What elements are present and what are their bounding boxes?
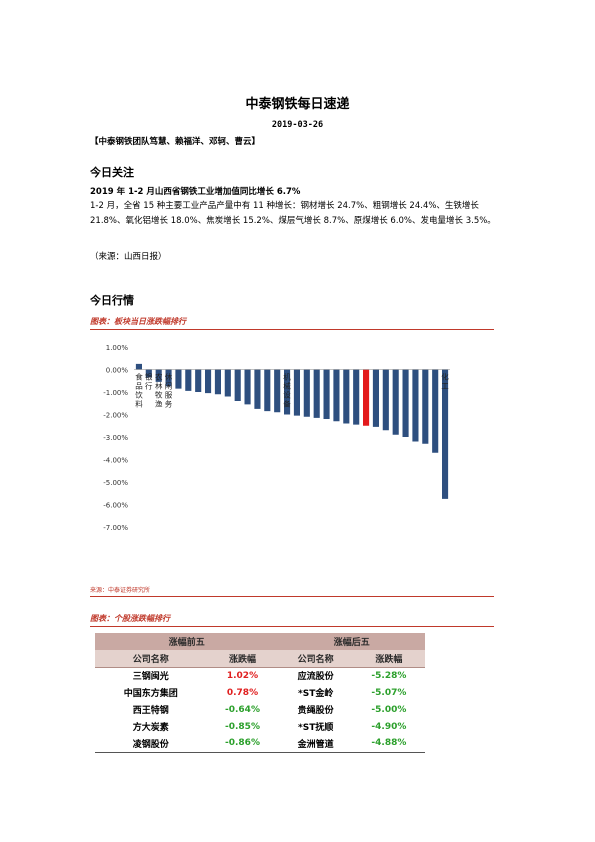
stock-change: -5.00% <box>371 704 407 715</box>
chart-bar <box>333 369 340 422</box>
chart-bar <box>313 369 320 418</box>
report-date: 2019-03-26 <box>271 120 324 130</box>
news-headline: 2019 年 1-2 月山西省钢铁工业增加值同比增长 6.7% <box>90 187 301 197</box>
chart-bar <box>135 363 142 370</box>
news-source: （来源：山西日报） <box>90 252 167 262</box>
figure1-caption: 图表：板块当日涨跌幅排行 <box>90 316 494 330</box>
stock-change: -5.28% <box>371 670 407 681</box>
chart-bar <box>234 369 241 401</box>
stock-name: 应流股份 <box>297 672 334 683</box>
sector-change-chart: 1.00% 0.00% -1.00% -2.00% -3.00% -4.00% -5.00%… <box>103 344 450 532</box>
focus-section-title: 今日关注 <box>90 166 134 179</box>
chart-bar <box>254 369 261 409</box>
table-row: 中国东方集团 0.78% *ST金岭 -5.07% <box>95 684 425 701</box>
y-tick-label: -1.00% <box>103 389 128 397</box>
chart-bar <box>165 369 172 387</box>
table-row: 方大炭素 -0.85% *ST抚顺 -4.90% <box>95 718 425 735</box>
chart-bar <box>323 369 330 419</box>
market-section-title: 今日行情 <box>90 294 134 307</box>
y-tick-label: 1.00% <box>106 344 129 352</box>
chart-bar <box>343 369 350 424</box>
x-category-label: 休闲服务 <box>165 372 173 409</box>
stock-change-table: 涨幅前五 涨幅后五 公司名称 涨跌幅 公司名称 涨跌幅 三钢闽光 1.02% 应流股… <box>95 633 425 753</box>
chart-bar <box>412 369 419 442</box>
stock-change: 1.02% <box>226 670 259 681</box>
stock-name: 三钢闽光 <box>132 672 169 683</box>
chart-bar <box>224 369 231 397</box>
stock-change: -4.88% <box>352 735 425 753</box>
chart-bar <box>422 369 429 444</box>
chart-bar <box>382 369 389 431</box>
chart-bar <box>274 369 281 413</box>
report-title: 中泰钢铁每日速递 <box>245 97 350 112</box>
stock-name: 西王特钢 <box>132 706 169 716</box>
chart-bar <box>145 369 152 378</box>
group-header-bottom: 涨幅后五 <box>278 633 425 650</box>
news-body: 1-2 月，全省 15 种主要工业产品产量中有 11 种增长：钢材增长 24.7… <box>90 201 496 226</box>
team-line: 【中泰钢铁团队笃慧、赖福洋、邓轲、曹云】 <box>90 137 261 147</box>
y-tick-label: -6.00% <box>103 502 128 510</box>
chart-bar <box>432 369 439 453</box>
stock-change: 0.78% <box>226 687 259 698</box>
x-category-label: 食品饮料 <box>135 372 143 409</box>
stock-change: -0.86% <box>206 735 279 753</box>
chart-bar <box>244 369 251 405</box>
chart-bar <box>372 369 379 427</box>
x-category-label: 银行 <box>145 373 153 391</box>
stock-change: -0.64% <box>225 704 260 715</box>
chart-bar <box>392 369 399 435</box>
y-tick-label: -2.00% <box>103 412 128 420</box>
y-tick-label: -3.00% <box>103 434 128 442</box>
y-tick-label: -4.00% <box>103 457 128 465</box>
stock-name: 金洲管道 <box>278 735 353 753</box>
chart-bar <box>205 369 212 394</box>
stock-name: *ST抚顺 <box>298 723 334 733</box>
chart-bar <box>264 369 271 412</box>
chart-bar <box>363 369 370 426</box>
col-header-name: 公司名称 <box>95 650 207 668</box>
table-row: 西王特钢 -0.64% 贵绳股份 -5.00% <box>95 701 425 718</box>
chart-bar <box>303 369 310 417</box>
chart-bar <box>284 369 291 415</box>
y-tick-label: -7.00% <box>103 524 128 532</box>
chart-bar <box>175 369 182 389</box>
col-header-name: 公司名称 <box>278 650 353 668</box>
stock-name: 凌钢股份 <box>95 735 207 753</box>
chart-bar <box>155 369 162 382</box>
chart-bar <box>353 369 360 425</box>
figure1-source: 来源：中泰证券研究所 <box>90 585 494 597</box>
chart-bar <box>195 369 202 392</box>
group-header-top: 涨幅前五 <box>95 633 279 650</box>
stock-change: -0.85% <box>225 721 260 732</box>
stock-name: *ST金岭 <box>298 689 334 699</box>
y-tick-label: 0.00% <box>106 367 129 375</box>
table-row: 三钢闽光 1.02% 应流股份 -5.28% <box>95 667 425 684</box>
x-category-label: 机械设备 <box>283 372 291 409</box>
stock-change: -4.90% <box>371 721 407 732</box>
col-header-change: 涨跌幅 <box>352 650 425 668</box>
stock-name: 贵绳股份 <box>297 706 334 716</box>
x-category-label: 化工 <box>441 372 449 391</box>
stock-name: 方大炭素 <box>132 723 169 733</box>
x-category-label: 农林牧渔 <box>155 372 163 409</box>
chart-bar <box>402 369 409 437</box>
chart-bar <box>293 369 300 416</box>
stock-change: -5.07% <box>371 687 407 698</box>
chart-bar <box>442 369 449 499</box>
chart-bar <box>214 369 221 395</box>
figure2-caption: 图表：个股涨跌幅排行 <box>90 613 494 627</box>
stock-name: 中国东方集团 <box>123 689 178 699</box>
col-header-change: 涨跌幅 <box>206 650 279 668</box>
chart-bar <box>185 369 192 391</box>
table-row: 凌钢股份 -0.86% 金洲管道 -4.88% <box>95 735 425 753</box>
y-tick-label: -5.00% <box>103 479 128 487</box>
